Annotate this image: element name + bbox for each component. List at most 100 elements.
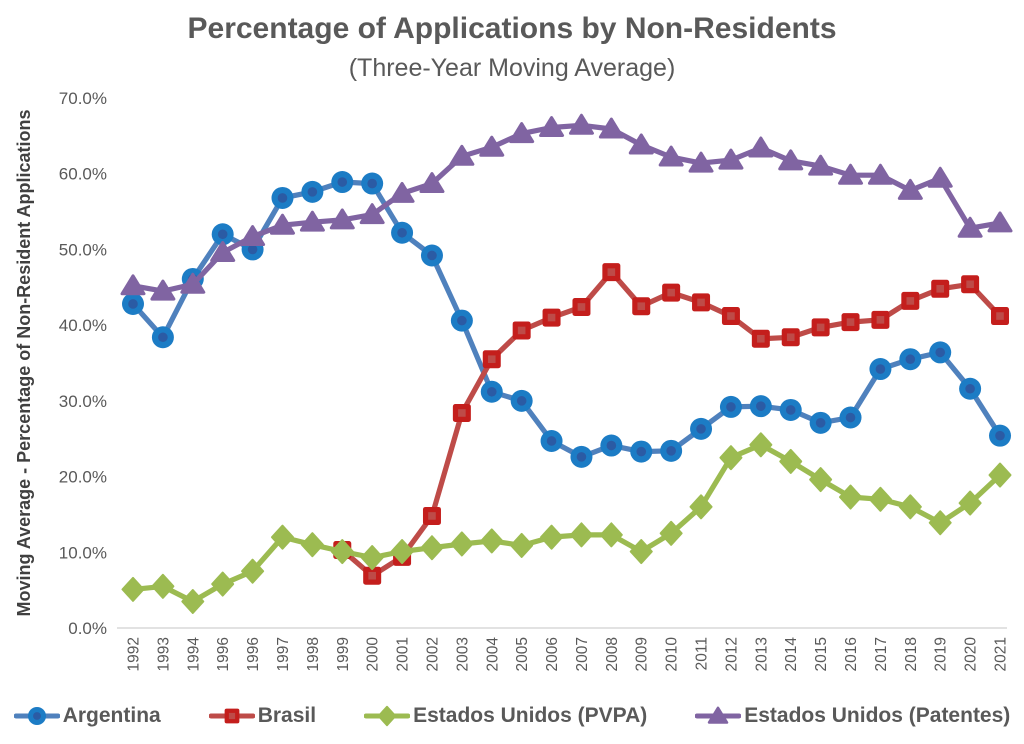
y-axis-title: Moving Average - Percentage of Non-Resid… xyxy=(14,109,34,616)
argentina-data-point-marker xyxy=(510,389,533,412)
estados-unidos-patentes-data-point-marker xyxy=(479,135,505,157)
estados-unidos-patentes-data-point-marker xyxy=(389,181,415,203)
legend-label: Estados Unidos (Patentes) xyxy=(744,704,1011,727)
estados-unidos-pvpa-data-point-marker xyxy=(270,524,294,550)
estados-unidos-pvpa-data-point-marker xyxy=(420,535,444,561)
estados-unidos-patentes-marker-icon xyxy=(695,706,742,724)
y-axis-tick-label: 20.0% xyxy=(59,468,107,487)
estados-unidos-patentes-data-point-marker xyxy=(688,151,714,173)
estados-unidos-pvpa-marker-icon xyxy=(364,705,411,727)
argentina-data-point-marker xyxy=(27,706,46,726)
estados-unidos-patentes-data-point-marker xyxy=(957,216,983,238)
brasil-data-point-marker xyxy=(363,566,382,585)
x-axis-tick-label: 1996 xyxy=(215,637,232,671)
estados-unidos-patentes-data-point-marker xyxy=(808,154,834,176)
estados-unidos-patentes-data-point-marker xyxy=(748,136,774,158)
x-axis-tick-label: 1996 xyxy=(245,637,262,671)
estados-unidos-patentes-data-point-marker xyxy=(180,272,206,294)
estados-unidos-pvpa-data-point-marker xyxy=(988,462,1012,488)
legend-item-estados-unidos-patentes: Estados Unidos (Patentes) xyxy=(695,703,1010,729)
x-axis-tick-label: 2016 xyxy=(843,637,860,671)
legend-label: Brasil xyxy=(257,704,317,727)
x-axis-tick-label: 2005 xyxy=(514,637,531,671)
legend-label: Argentina xyxy=(62,704,161,727)
argentina-data-point-marker xyxy=(690,417,713,440)
brasil-data-point-marker xyxy=(751,329,770,348)
argentina-data-point-marker xyxy=(839,406,862,429)
estados-unidos-pvpa-data-point-marker xyxy=(377,705,397,727)
estados-unidos-pvpa-data-point-marker xyxy=(629,539,653,565)
estados-unidos-pvpa-data-point-marker xyxy=(300,532,324,558)
x-axis-tick-label: 2001 xyxy=(395,637,412,671)
x-axis-tick-label: 2017 xyxy=(873,637,890,671)
estados-unidos-patentes-data-point-marker xyxy=(299,210,325,232)
estados-unidos-patentes-data-point-marker xyxy=(240,225,266,247)
x-axis-tick-label: 2008 xyxy=(604,637,621,671)
estados-unidos-pvpa-data-point-marker xyxy=(480,528,504,554)
x-axis-tick-label: 2009 xyxy=(634,637,651,671)
estados-unidos-pvpa-data-point-marker xyxy=(599,522,623,548)
x-axis-tick-label: 2000 xyxy=(365,637,382,672)
estados-unidos-pvpa-data-point-marker xyxy=(360,545,384,571)
estados-unidos-pvpa-data-point-marker xyxy=(779,448,803,474)
estados-unidos-pvpa-data-point-marker xyxy=(868,486,892,512)
brasil-data-point-marker xyxy=(542,308,561,327)
x-axis-tick-label: 2021 xyxy=(993,637,1010,671)
estados-unidos-pvpa-data-point-marker xyxy=(151,573,175,599)
x-axis-tick-label: 2015 xyxy=(813,637,830,671)
brasil-data-point-marker xyxy=(224,708,240,724)
x-axis-tick-label: 1993 xyxy=(155,637,172,671)
argentina-data-point-marker xyxy=(151,326,174,349)
estados-unidos-patentes-data-point-marker xyxy=(628,133,654,155)
estados-unidos-pvpa-data-point-marker xyxy=(211,571,235,597)
estados-unidos-patentes-data-point-marker xyxy=(927,166,953,188)
argentina-data-point-marker xyxy=(989,424,1012,447)
argentina-data-point-marker xyxy=(809,411,832,434)
estados-unidos-pvpa-data-point-marker xyxy=(928,510,952,536)
x-axis-tick-label: 2012 xyxy=(723,637,740,671)
brasil-data-point-marker xyxy=(811,318,830,337)
legend-item-brasil: Brasil xyxy=(208,703,317,729)
brasil-data-point-marker xyxy=(871,310,890,329)
y-axis-tick-label: 10.0% xyxy=(59,543,107,562)
argentina-data-point-marker xyxy=(929,341,952,364)
y-axis-tick-label: 40.0% xyxy=(59,316,107,335)
argentina-data-point-marker xyxy=(600,434,623,457)
brasil-data-point-marker xyxy=(781,328,800,347)
estados-unidos-patentes-data-point-marker xyxy=(718,148,744,170)
estados-unidos-patentes-data-point-marker xyxy=(359,203,385,225)
brasil-data-point-marker xyxy=(422,506,441,525)
x-axis-tick-label: 2002 xyxy=(424,637,441,671)
estados-unidos-pvpa-data-point-marker xyxy=(181,589,205,614)
estados-unidos-patentes-data-point-marker xyxy=(449,144,475,166)
estados-unidos-patentes-data-point-marker xyxy=(329,208,355,230)
estados-unidos-pvpa-data-point-marker xyxy=(241,558,265,584)
argentina-data-point-marker xyxy=(301,180,324,203)
estados-unidos-patentes-data-point-marker xyxy=(598,117,624,139)
argentina-data-point-marker xyxy=(331,171,354,194)
x-axis-tick-label: 2011 xyxy=(694,637,711,670)
estados-unidos-pvpa-data-point-marker xyxy=(569,522,593,548)
estados-unidos-pvpa-data-point-marker xyxy=(898,494,922,520)
argentina-marker-icon xyxy=(13,706,60,726)
x-axis-tick-label: 2004 xyxy=(484,637,501,672)
y-axis-tick-label: 70.0% xyxy=(59,90,107,108)
brasil-data-point-marker xyxy=(452,403,471,422)
legend-item-estados-unidos-pvpa: Estados Unidos (PVPA) xyxy=(364,703,647,729)
estados-unidos-pvpa-data-point-marker xyxy=(958,490,982,516)
legend-label: Estados Unidos (PVPA) xyxy=(413,704,648,727)
estados-unidos-pvpa-data-point-marker xyxy=(540,524,564,550)
series-line-estados-unidos-patentes xyxy=(130,122,1003,294)
argentina-data-point-marker xyxy=(719,395,742,418)
estados-unidos-pvpa-data-point-marker xyxy=(689,494,713,520)
brasil-data-point-marker xyxy=(721,307,740,326)
brasil-marker-icon xyxy=(208,708,255,724)
argentina-data-point-marker xyxy=(271,186,294,209)
x-axis-tick-label: 1994 xyxy=(185,637,202,672)
estados-unidos-pvpa-data-point-marker xyxy=(749,432,773,458)
argentina-data-point-marker xyxy=(869,358,892,381)
y-axis-tick-label: 0.0% xyxy=(68,619,107,638)
argentina-data-point-marker xyxy=(570,445,593,468)
estados-unidos-patentes-data-point-marker xyxy=(210,240,236,262)
estados-unidos-patentes-data-point-marker xyxy=(539,116,565,138)
